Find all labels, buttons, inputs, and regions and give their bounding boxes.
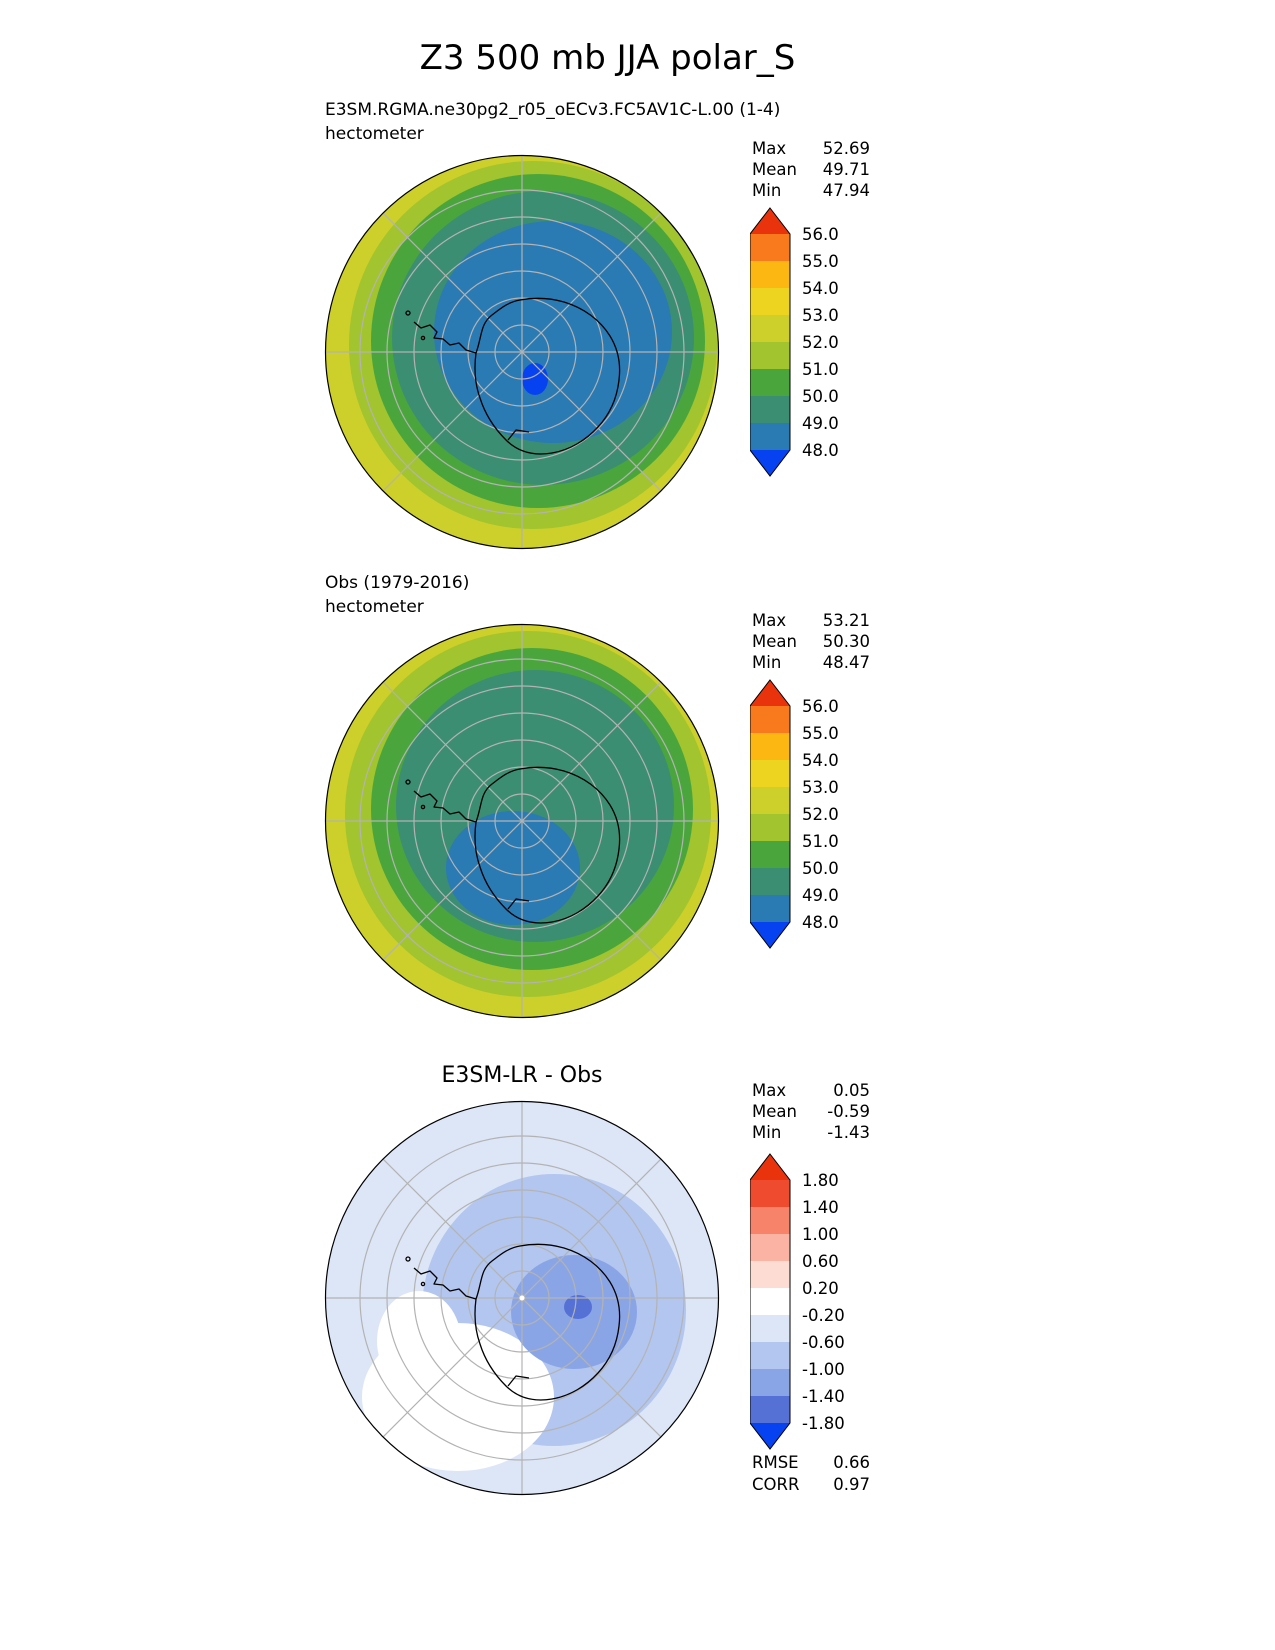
colorbar-svg: 56.0 55.0 54.0 53.0 52.0 51.0 50.0 49.0 48.0 [749, 679, 839, 949]
svg-text:48.0: 48.0 [802, 441, 839, 460]
stat-label: Max [752, 139, 787, 158]
svg-text:56.0: 56.0 [802, 225, 839, 244]
svg-text:0.60: 0.60 [802, 1252, 839, 1271]
map1-layers [325, 155, 719, 549]
svg-text:53.0: 53.0 [802, 306, 839, 325]
svg-text:50.0: 50.0 [802, 387, 839, 406]
map-boundary [324, 154, 720, 550]
colorbar-diff: 1.80 1.40 1.00 0.60 0.20 -0.20 -0.60 -1.00 -1.40… [749, 1152, 880, 1455]
stat-value: 0.97 [833, 1475, 870, 1494]
graticule [325, 624, 719, 1018]
stat-value: 0.66 [833, 1453, 870, 1472]
stat-label: Max [752, 611, 787, 630]
stat-row: Mean 49.71 [752, 159, 870, 180]
svg-text:52.0: 52.0 [802, 333, 839, 352]
colorbar-svg: 1.80 1.40 1.00 0.60 0.20 -0.20 -0.60 -1.00 -1.40… [749, 1153, 845, 1450]
svg-text:55.0: 55.0 [802, 724, 839, 743]
stat-row: Min -1.43 [752, 1122, 870, 1143]
svg-text:55.0: 55.0 [802, 252, 839, 271]
polar-map-model [324, 154, 720, 550]
panel2-title: Obs (1979-2016) [325, 573, 470, 593]
stat-label: Mean [752, 1102, 797, 1121]
svg-text:49.0: 49.0 [802, 414, 839, 433]
svg-text:1.80: 1.80 [802, 1171, 839, 1190]
stat-label: CORR [752, 1475, 800, 1494]
svg-text:51.0: 51.0 [802, 832, 839, 851]
stat-value: 52.69 [822, 139, 870, 158]
stat-label: RMSE [752, 1453, 799, 1472]
stat-value: 48.47 [822, 653, 870, 672]
stat-value: 53.21 [822, 611, 870, 630]
stat-label: Min [752, 181, 782, 200]
svg-text:0.20: 0.20 [802, 1279, 839, 1298]
svg-text:51.0: 51.0 [802, 360, 839, 379]
panel3-title: E3SM-LR - Obs [441, 1063, 603, 1088]
stat-row: Max 52.69 [752, 138, 870, 159]
figure-title: Z3 500 mb JJA polar_S [419, 38, 796, 78]
svg-text:52.0: 52.0 [802, 805, 839, 824]
stat-value: 50.30 [822, 632, 870, 651]
polar-map-diff [324, 1100, 720, 1496]
stat-value: 0.05 [833, 1081, 870, 1100]
panel3-stats: Max 0.05 Mean -0.59 Min -1.43 [752, 1080, 870, 1143]
panel1-title: E3SM.RGMA.ne30pg2_r05_oECv3.FC5AV1C-L.00… [325, 100, 781, 120]
svg-text:-1.00: -1.00 [802, 1360, 845, 1379]
colorbar-obs: 56.0 55.0 54.0 53.0 52.0 51.0 50.0 49.0 48.0 [749, 678, 880, 954]
stat-label: Min [752, 1123, 782, 1142]
svg-text:50.0: 50.0 [802, 859, 839, 878]
panel1-units: hectometer [325, 124, 424, 144]
svg-text:56.0: 56.0 [802, 697, 839, 716]
stat-label: Min [752, 653, 782, 672]
map-boundary [324, 623, 720, 1019]
stat-value: 47.94 [822, 181, 870, 200]
stat-row: RMSE 0.66 [752, 1452, 870, 1474]
panel2-stats: Max 53.21 Mean 50.30 Min 48.47 [752, 610, 870, 673]
stat-value: 49.71 [822, 160, 870, 179]
stat-row: Min 48.47 [752, 652, 870, 673]
svg-text:-1.80: -1.80 [802, 1414, 845, 1433]
panel3-skill-scores: RMSE 0.66 CORR 0.97 [752, 1452, 870, 1496]
pole-dot [518, 1294, 526, 1302]
graticule [325, 155, 719, 549]
map3-layers [325, 1101, 719, 1495]
svg-text:48.0: 48.0 [802, 913, 839, 932]
stat-value: -1.43 [827, 1123, 870, 1142]
svg-text:1.00: 1.00 [802, 1225, 839, 1244]
svg-text:1.40: 1.40 [802, 1198, 839, 1217]
panel2-units: hectometer [325, 597, 424, 617]
stat-row: Max 0.05 [752, 1080, 870, 1101]
svg-text:-1.40: -1.40 [802, 1387, 845, 1406]
map-boundary [324, 1100, 720, 1496]
svg-text:49.0: 49.0 [802, 886, 839, 905]
svg-text:-0.60: -0.60 [802, 1333, 845, 1352]
stat-label: Max [752, 1081, 787, 1100]
stat-label: Mean [752, 632, 797, 651]
stat-row: Mean 50.30 [752, 631, 870, 652]
colorbar-svg: 56.0 55.0 54.0 53.0 52.0 51.0 50.0 49.0 48.0 [749, 207, 839, 477]
stat-value: -0.59 [827, 1102, 870, 1121]
map2-layers [325, 624, 719, 1018]
svg-text:54.0: 54.0 [802, 279, 839, 298]
svg-text:54.0: 54.0 [802, 751, 839, 770]
stat-row: Min 47.94 [752, 180, 870, 201]
colorbar-model: 56.0 55.0 54.0 53.0 52.0 51.0 50.0 49.0 48.0 [749, 206, 880, 482]
stat-label: Mean [752, 160, 797, 179]
stat-row: CORR 0.97 [752, 1474, 870, 1496]
panel1-stats: Max 52.69 Mean 49.71 Min 47.94 [752, 138, 870, 201]
polar-map-obs [324, 623, 720, 1019]
stat-row: Max 53.21 [752, 610, 870, 631]
svg-text:53.0: 53.0 [802, 778, 839, 797]
svg-text:-0.20: -0.20 [802, 1306, 845, 1325]
stat-row: Mean -0.59 [752, 1101, 870, 1122]
